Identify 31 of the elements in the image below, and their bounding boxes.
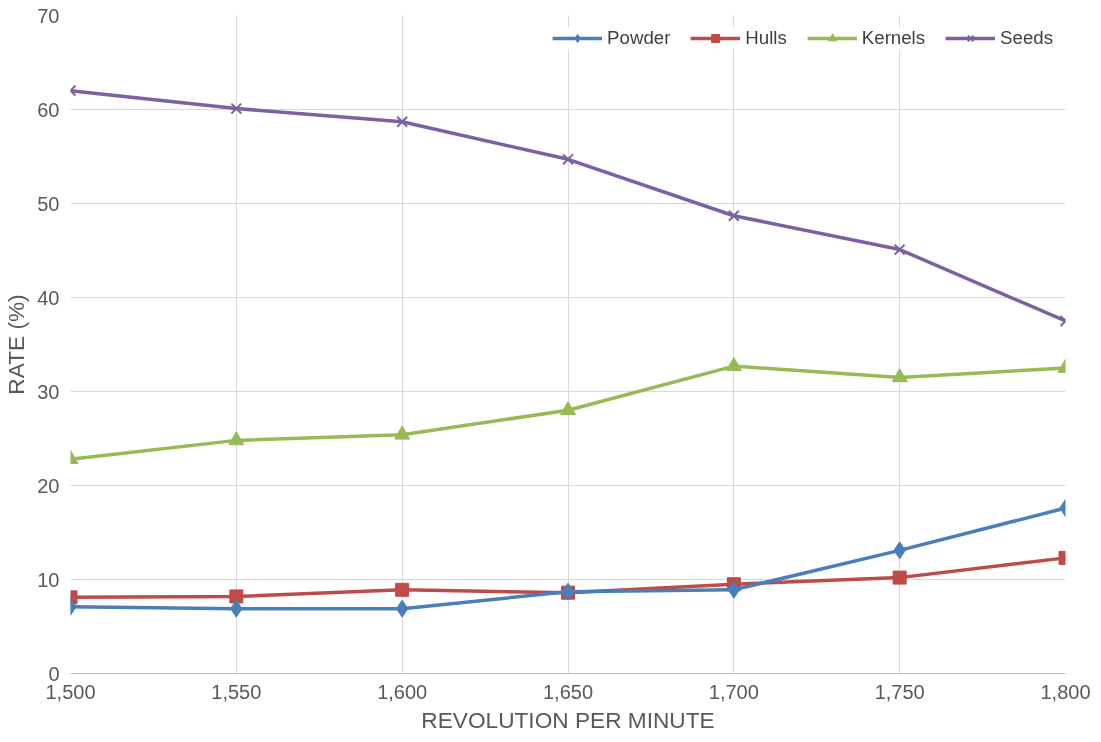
x-tick-label: 1,750 [874,680,925,703]
point [727,209,740,222]
y-tick-label: 30 [37,380,60,403]
y-axis-title: RATE (%) [3,294,30,395]
x-tick-label: 1,700 [708,680,759,703]
point [229,589,244,604]
point [396,115,409,128]
y-tick-label: 20 [37,474,60,497]
legend-label: Kernels [861,27,926,49]
x-tick-label: 1,800 [1040,680,1091,703]
point [891,368,908,383]
point [562,153,574,166]
point [228,431,245,446]
x-axis-title: REVOLUTION PER MINUTE [421,706,715,733]
point [395,582,410,597]
y-tick-label: 70 [37,4,60,27]
y-tick-label: 50 [37,192,60,215]
point [394,425,411,440]
x-tick-label: 1,600 [377,680,428,703]
y-tick-label: 60 [37,98,60,121]
y-tick-label: 10 [37,568,60,591]
legend-label: Seeds [1000,27,1053,49]
point [230,102,243,115]
y-tick-label: 40 [37,286,60,309]
x-tick-label: 1,650 [542,680,594,703]
x-tick-label: 1,550 [211,680,262,703]
legend-label: Hulls [745,27,787,49]
legend-label: Powder [607,27,671,49]
point [560,401,576,416]
point [893,243,906,256]
point [892,570,907,585]
